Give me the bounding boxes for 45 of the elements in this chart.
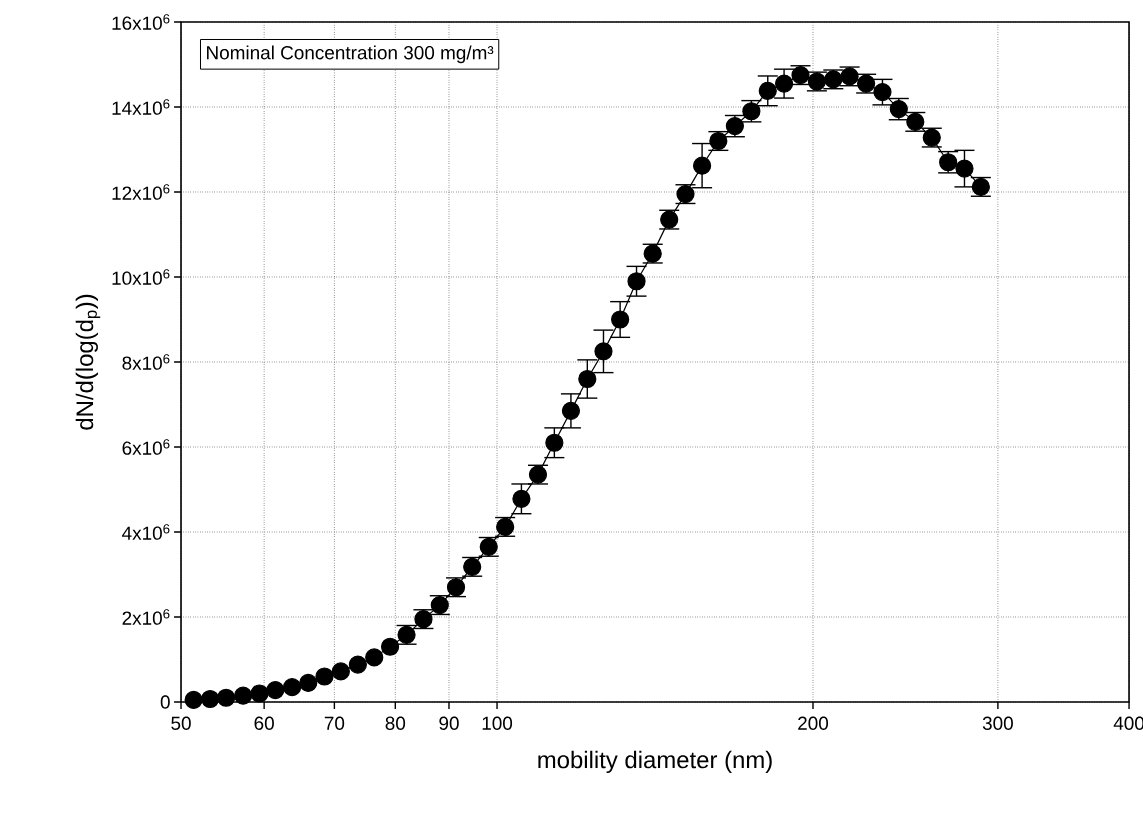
- y-axis-title: dN/d(log(d$_{p}$)): [75, 294, 101, 430]
- x-tick-label: 70: [324, 716, 345, 730]
- point: [512, 489, 531, 508]
- point: [692, 156, 712, 175]
- annotation: Nominal Concentration 300 mg/m³: [207, 45, 494, 64]
- y-tick-label: 0: [160, 695, 170, 709]
- point: [250, 684, 269, 703]
- y-tick-label: 4x10$^{6}$: [122, 524, 170, 540]
- y-tick-label: 16x10$^{6}$: [112, 14, 170, 30]
- y-tick-label: 10x10$^{6}$: [112, 269, 170, 285]
- x-axis-title: mobility diameter (nm): [538, 750, 772, 774]
- x-tick-label: 80: [385, 716, 406, 730]
- point: [283, 678, 302, 697]
- point: [627, 272, 646, 291]
- point: [774, 74, 794, 93]
- x-tick-label: 300: [982, 716, 1013, 730]
- point: [561, 401, 581, 420]
- point: [348, 655, 367, 674]
- y-tick-label: 8x10$^{6}$: [122, 354, 170, 370]
- x-tick-label: 100: [482, 716, 513, 730]
- point: [955, 159, 974, 178]
- x-tick-label: 60: [254, 716, 274, 730]
- point: [578, 369, 597, 389]
- point: [184, 690, 203, 709]
- point: [217, 688, 236, 707]
- point: [201, 689, 220, 709]
- point: [331, 662, 350, 681]
- x-tick-label: 90: [439, 716, 459, 730]
- y-tick-label: 12x10$^{6}$: [112, 184, 170, 200]
- point: [234, 686, 253, 705]
- point: [380, 637, 400, 656]
- point: [299, 673, 318, 692]
- point: [611, 310, 630, 329]
- x-tick-label: 200: [798, 716, 829, 730]
- point: [873, 83, 892, 102]
- point: [545, 433, 564, 452]
- y-tick-label: 6x10$^{6}$: [122, 439, 170, 455]
- point: [315, 667, 334, 686]
- y-tick-label: 14x10$^{6}$: [112, 99, 170, 115]
- y-tick-label: 2x10$^{6}$: [122, 609, 170, 625]
- point: [594, 342, 613, 361]
- point: [266, 681, 285, 700]
- point: [365, 648, 384, 667]
- point: [758, 81, 777, 100]
- x-tick-label: 50: [171, 716, 191, 730]
